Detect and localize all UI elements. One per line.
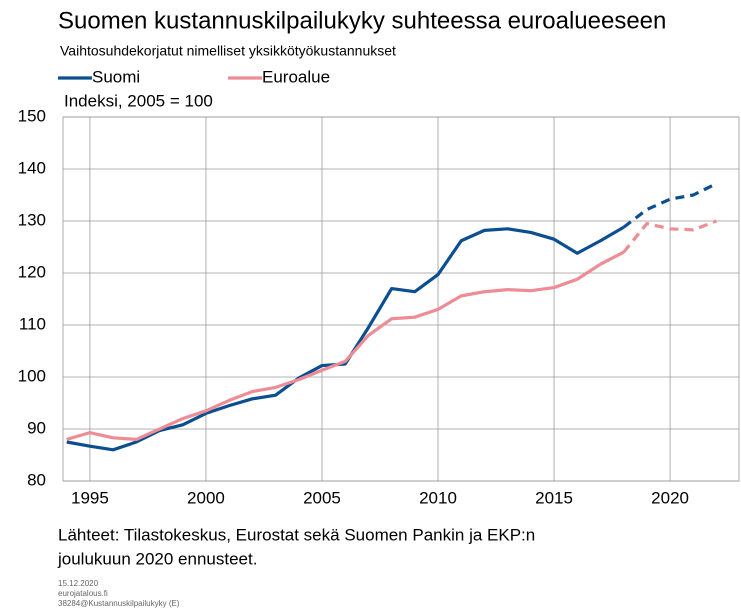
y-tick-label: 100 <box>18 366 46 385</box>
series-line <box>66 250 625 441</box>
y-tick-label: 110 <box>19 314 46 333</box>
legend-label: Suomi <box>92 67 140 86</box>
plot-frame <box>62 116 740 482</box>
y-axis-label: Indeksi, 2005 = 100 <box>64 91 213 110</box>
forecast-line <box>622 219 718 254</box>
source-note: Lähteet: Tilastokeskus, Eurostat sekä Su… <box>58 525 535 544</box>
y-tick-label: 130 <box>18 210 46 229</box>
y-tick-label: 120 <box>18 262 46 281</box>
series-line <box>66 225 625 452</box>
source-note: joulukuun 2020 ennusteet. <box>57 549 257 568</box>
x-tick-label: 2020 <box>651 488 689 507</box>
x-tick-label: 2005 <box>303 488 341 507</box>
x-tick-label: 1995 <box>71 488 109 507</box>
y-tick-label: 90 <box>27 418 46 437</box>
chart-title: Suomen kustannuskilpailukyky suhteessa e… <box>58 7 666 34</box>
chart-subtitle: Vaihtosuhdekorjatut nimelliset yksikköty… <box>60 43 396 59</box>
footer: 15.12.2020 <box>58 579 99 588</box>
forecast-line <box>622 182 718 229</box>
x-tick-label: 2015 <box>535 488 573 507</box>
legend-label: Euroalue <box>262 67 330 86</box>
y-tick-label: 140 <box>18 158 46 177</box>
y-tick-label: 150 <box>18 106 46 125</box>
x-tick-label: 2010 <box>419 488 457 507</box>
footer: eurojatalous.fi <box>58 589 108 598</box>
footer: 38284@Kustannuskilpailukyky (E) <box>58 599 180 608</box>
x-tick-label: 2000 <box>187 488 225 507</box>
y-tick-label: 80 <box>27 470 46 489</box>
